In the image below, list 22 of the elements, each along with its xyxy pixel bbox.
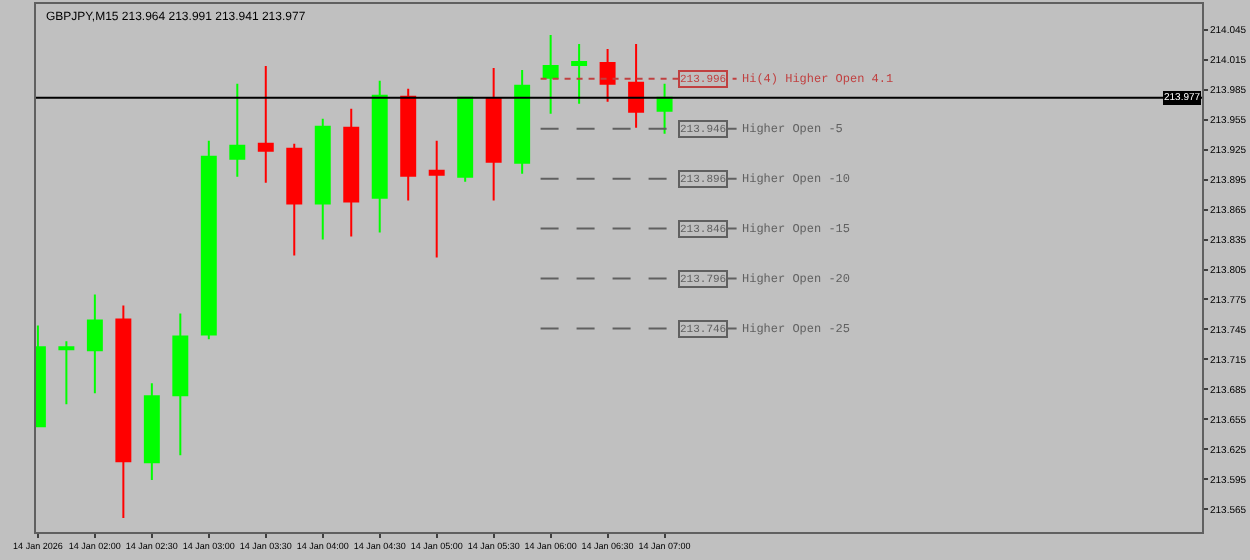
candlestick	[229, 82, 246, 178]
candlestick	[286, 142, 303, 257]
candlestick	[400, 87, 417, 202]
candlestick	[599, 47, 616, 103]
candlestick	[314, 117, 331, 241]
candlestick	[371, 79, 388, 234]
candlestick	[628, 42, 645, 129]
candlestick	[542, 33, 559, 115]
candlestick	[257, 64, 274, 184]
candlestick	[457, 96, 474, 183]
candlestick	[58, 340, 75, 406]
candlestick	[485, 66, 502, 202]
candlestick	[428, 139, 445, 259]
candlestick	[514, 68, 531, 175]
candlestick	[86, 293, 103, 395]
candlestick	[656, 82, 673, 135]
candlestick	[115, 304, 132, 520]
candlestick	[343, 107, 360, 238]
candlestick	[143, 382, 160, 482]
candlestick	[172, 312, 189, 457]
candlestick	[200, 139, 217, 341]
candlestick	[571, 42, 588, 105]
